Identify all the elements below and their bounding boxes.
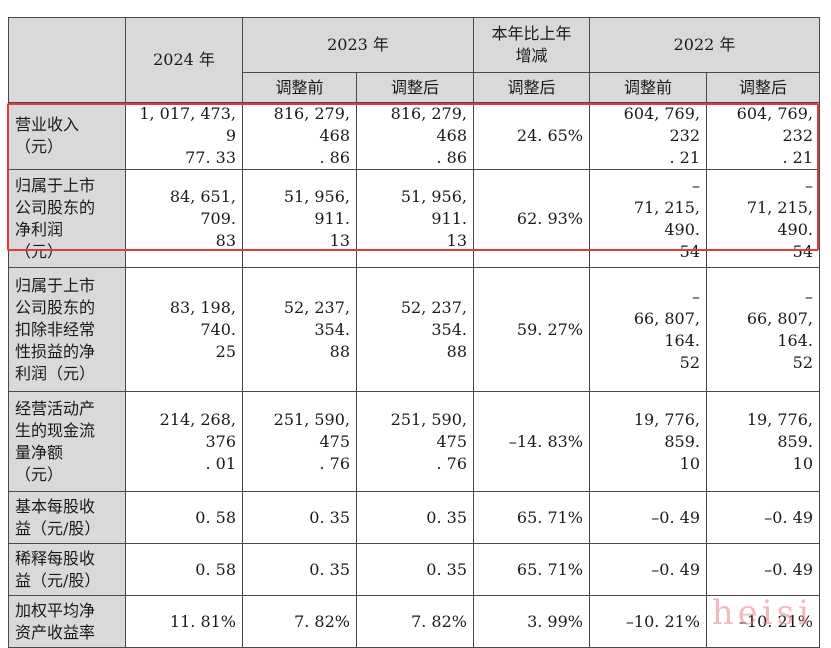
- cell-value: –0. 49: [589, 491, 707, 544]
- cell-value: 62. 93%: [473, 169, 590, 268]
- row-label-diluted-eps: 稀释每股收 益（元/股）: [8, 543, 126, 596]
- cell-value: 0. 58: [125, 491, 243, 544]
- cell-value: 19, 776, 859. 10: [589, 391, 707, 492]
- cell-value: – 66, 807, 164. 52: [589, 267, 707, 392]
- subheader-change-after: 调整后: [473, 72, 590, 103]
- cell-value: 84, 651, 709. 83: [125, 169, 243, 268]
- table-row: 归属于上市 公司股东的 净利润 （元） 84, 651, 709. 83 51,…: [8, 169, 820, 268]
- cell-value: – 66, 807, 164. 52: [706, 267, 820, 392]
- subheader-2022-before: 调整前: [589, 72, 707, 103]
- cell-value: 816, 279, 468 . 86: [356, 102, 474, 170]
- cell-value: 0. 35: [356, 491, 474, 544]
- table-row: 归属于上市 公司股东的 扣除非经常 性损益的净 利润（元） 83, 198, 7…: [8, 267, 820, 392]
- cell-value: 65. 71%: [473, 491, 590, 544]
- cell-value: 214, 268, 376 . 01: [125, 391, 243, 492]
- header-2023: 2023 年: [242, 17, 474, 73]
- cell-value: – 71, 215, 490. 54: [706, 169, 820, 268]
- cell-value: 816, 279, 468 . 86: [242, 102, 357, 170]
- subheader-row: 调整前 调整后 调整后 调整前 调整后: [9, 72, 820, 103]
- cell-value: –0. 49: [589, 543, 707, 596]
- cell-value: 0. 35: [242, 543, 357, 596]
- cell-value: 83, 198, 740. 25: [125, 267, 243, 392]
- cell-value: 51, 956, 911. 13: [242, 169, 357, 268]
- cell-value: 0. 35: [356, 543, 474, 596]
- cell-value: 52, 237, 354. 88: [242, 267, 357, 392]
- table-row: 加权平均净 资产收益率 11. 81% 7. 82% 7. 82% 3. 99%…: [8, 595, 820, 648]
- header-change: 本年比上年 增减: [473, 17, 590, 73]
- cell-value: 604, 769, 232 . 21: [706, 102, 820, 170]
- cell-value: 251, 590, 475 . 76: [356, 391, 474, 492]
- cell-value: –0. 49: [706, 491, 820, 544]
- row-label-weighted-roe: 加权平均净 资产收益率: [8, 595, 126, 648]
- cell-value: 24. 65%: [473, 102, 590, 170]
- cell-value: 3. 99%: [473, 595, 590, 648]
- cell-value: 7. 82%: [242, 595, 357, 648]
- cell-value: 0. 58: [125, 543, 243, 596]
- header-corner: [8, 17, 126, 103]
- cell-value: 52, 237, 354. 88: [356, 267, 474, 392]
- table-row: 基本每股收 益（元/股） 0. 58 0. 35 0. 35 65. 71% –…: [8, 491, 820, 544]
- cell-value: –10. 21%: [706, 595, 820, 648]
- cell-value: 0. 35: [242, 491, 357, 544]
- row-label-basic-eps: 基本每股收 益（元/股）: [8, 491, 126, 544]
- header-2024: 2024 年: [125, 17, 243, 103]
- cell-value: 51, 956, 911. 13: [356, 169, 474, 268]
- financial-summary: 2024 年 2023 年 本年比上年 增减 2022 年 调整前 调整后 调整…: [8, 17, 820, 648]
- header-2022: 2022 年: [589, 17, 820, 73]
- row-label-net-profit: 归属于上市 公司股东的 净利润 （元）: [8, 169, 126, 268]
- financial-summary-table: 2024 年 2023 年 本年比上年 增减 2022 年 调整前 调整后 调整…: [8, 17, 820, 648]
- cell-value: 59. 27%: [473, 267, 590, 392]
- cell-value: – 71, 215, 490. 54: [589, 169, 707, 268]
- table-row: 稀释每股收 益（元/股） 0. 58 0. 35 0. 35 65. 71% –…: [8, 543, 820, 596]
- subheader-2023-before: 调整前: [242, 72, 357, 103]
- header-row: 2024 年 2023 年 本年比上年 增减 2022 年: [8, 17, 820, 103]
- subheader-2022-after: 调整后: [706, 72, 820, 103]
- cell-value: 604, 769, 232 . 21: [589, 102, 707, 170]
- cell-value: 65. 71%: [473, 543, 590, 596]
- table-row: 经营活动产 生的现金流 量净额 （元） 214, 268, 376 . 01 2…: [8, 391, 820, 492]
- cell-value: 251, 590, 475 . 76: [242, 391, 357, 492]
- cell-value: 11. 81%: [125, 595, 243, 648]
- row-label-operating-cash-flow: 经营活动产 生的现金流 量净额 （元）: [8, 391, 126, 492]
- table-row: 营业收入 （元） 1, 017, 473, 9 77. 33 816, 279,…: [8, 102, 820, 170]
- row-label-net-profit-excluding: 归属于上市 公司股东的 扣除非经常 性损益的净 利润（元）: [8, 267, 126, 392]
- cell-value: –14. 83%: [473, 391, 590, 492]
- row-label-revenue: 营业收入 （元）: [8, 102, 126, 170]
- subheader-2023-after: 调整后: [356, 72, 474, 103]
- cell-value: –0. 49: [706, 543, 820, 596]
- cell-value: 1, 017, 473, 9 77. 33: [125, 102, 243, 170]
- cell-value: –10. 21%: [589, 595, 707, 648]
- cell-value: 7. 82%: [356, 595, 474, 648]
- cell-value: 19, 776, 859. 10: [706, 391, 820, 492]
